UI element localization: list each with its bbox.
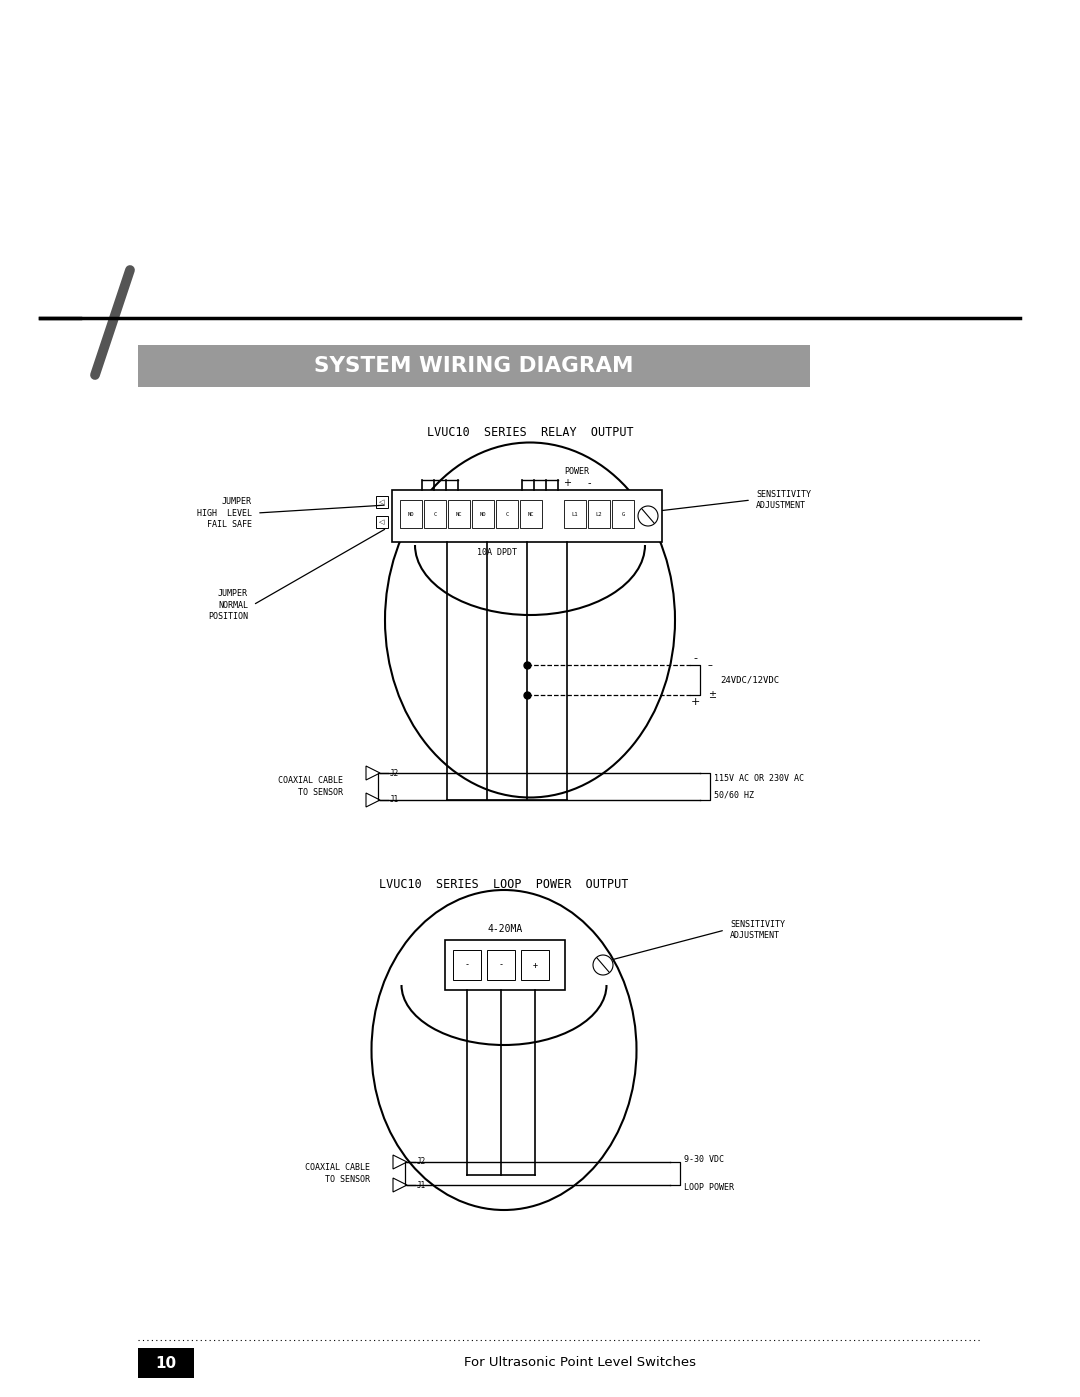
Text: LVUC10  SERIES  LOOP  POWER  OUTPUT: LVUC10 SERIES LOOP POWER OUTPUT: [379, 879, 629, 891]
Text: For Ultrasonic Point Level Switches: For Ultrasonic Point Level Switches: [464, 1355, 696, 1369]
Text: ◁: ◁: [379, 499, 384, 504]
Text: 10A DPDT: 10A DPDT: [477, 548, 517, 557]
Text: J1: J1: [390, 795, 400, 805]
Text: -: -: [464, 961, 470, 970]
Text: +: +: [563, 478, 571, 488]
Bar: [588, 500, 610, 528]
Text: L1: L1: [571, 511, 578, 517]
Text: 4-20MA: 4-20MA: [487, 923, 523, 935]
Text: ◁: ◁: [379, 520, 384, 525]
Text: JUMPER
HIGH  LEVEL
FAIL SAFE: JUMPER HIGH LEVEL FAIL SAFE: [197, 497, 252, 529]
Text: J1: J1: [417, 1180, 427, 1189]
Text: -: -: [693, 652, 697, 664]
Text: –: –: [708, 659, 713, 671]
Text: COAXIAL CABLE
TO SENSOR: COAXIAL CABLE TO SENSOR: [305, 1164, 370, 1183]
Bar: [496, 500, 518, 528]
Text: NC: NC: [528, 511, 535, 517]
Bar: [424, 500, 446, 528]
Bar: [448, 500, 470, 528]
Text: 50/60 HZ: 50/60 HZ: [714, 789, 754, 799]
Bar: [392, 490, 662, 542]
Bar: [564, 500, 586, 528]
Text: SENSITIVITY
ADJUSTMENT: SENSITIVITY ADJUSTMENT: [756, 489, 811, 510]
Text: J2: J2: [390, 768, 400, 778]
Text: LVUC10  SERIES  RELAY  OUTPUT: LVUC10 SERIES RELAY OUTPUT: [427, 426, 633, 439]
Text: 24VDC/12VDC: 24VDC/12VDC: [720, 676, 779, 685]
Bar: [519, 500, 542, 528]
Text: ±: ±: [708, 690, 716, 700]
Bar: [521, 950, 549, 981]
Text: -: -: [499, 961, 503, 970]
Text: COAXIAL CABLE
TO SENSOR: COAXIAL CABLE TO SENSOR: [278, 777, 343, 796]
Text: L2: L2: [596, 511, 603, 517]
Text: -: -: [588, 478, 591, 488]
Text: J2: J2: [417, 1158, 427, 1166]
Bar: [612, 500, 634, 528]
Bar: [376, 515, 388, 528]
Bar: [445, 940, 565, 990]
Text: C: C: [433, 511, 436, 517]
Bar: [138, 1348, 194, 1377]
Text: +: +: [532, 961, 538, 970]
Bar: [453, 950, 481, 981]
Text: 9-30 VDC: 9-30 VDC: [684, 1155, 724, 1165]
Text: LOOP POWER: LOOP POWER: [684, 1182, 734, 1192]
Bar: [138, 345, 810, 387]
Text: G: G: [621, 511, 624, 517]
Text: NC: NC: [456, 511, 462, 517]
Bar: [472, 500, 494, 528]
Text: POWER: POWER: [565, 467, 590, 476]
Text: NO: NO: [480, 511, 486, 517]
Circle shape: [638, 506, 658, 527]
Circle shape: [593, 956, 613, 975]
Text: 10: 10: [156, 1355, 176, 1370]
Bar: [400, 500, 422, 528]
Bar: [376, 496, 388, 509]
Text: C: C: [505, 511, 509, 517]
Text: SENSITIVITY
ADJUSTMENT: SENSITIVITY ADJUSTMENT: [730, 919, 785, 940]
Text: NO: NO: [408, 511, 415, 517]
Text: JUMPER
NORMAL
POSITION: JUMPER NORMAL POSITION: [208, 588, 248, 622]
Text: SYSTEM WIRING DIAGRAM: SYSTEM WIRING DIAGRAM: [314, 356, 634, 376]
Text: +: +: [690, 697, 700, 707]
Text: 115V AC OR 230V AC: 115V AC OR 230V AC: [714, 774, 804, 782]
Bar: [487, 950, 515, 981]
